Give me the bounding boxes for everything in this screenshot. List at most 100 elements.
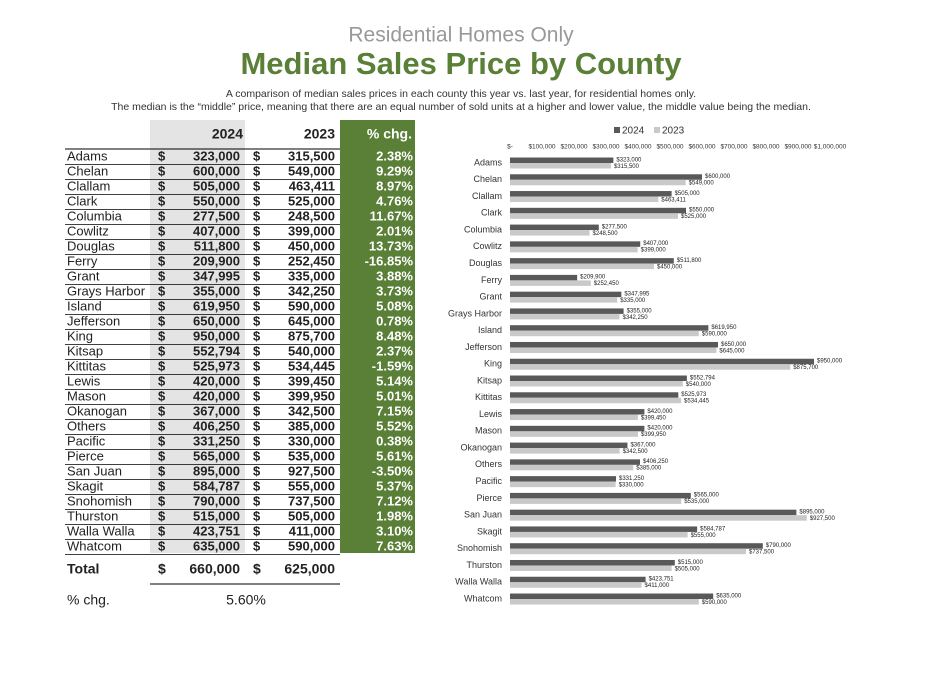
bar <box>510 392 679 398</box>
value-label: $590,000 <box>702 332 728 338</box>
price-2023: 525,000 <box>288 193 335 208</box>
value-label: $331,250 <box>619 476 645 482</box>
price-2023: 590,000 <box>288 538 335 553</box>
currency: $ <box>158 508 166 523</box>
county-name: Mason <box>67 388 106 403</box>
county-name: Grant <box>67 268 100 283</box>
legend-swatch <box>654 127 660 133</box>
currency: $ <box>158 238 166 253</box>
bar <box>510 224 599 231</box>
bar <box>510 358 814 365</box>
currency: $ <box>253 418 261 433</box>
value-label: $367,000 <box>630 442 656 448</box>
price-2024: 565,000 <box>193 448 240 463</box>
bar <box>510 179 686 186</box>
currency: $ <box>158 163 166 178</box>
currency: $ <box>158 418 166 433</box>
category-label: Mason <box>475 426 502 436</box>
price-2024: 600,000 <box>193 163 240 178</box>
value-label: $584,787 <box>700 526 726 532</box>
value-label: $342,500 <box>623 449 649 455</box>
county-name: Kitsap <box>67 343 103 358</box>
bar <box>510 481 616 488</box>
bar <box>510 213 678 219</box>
county-name: Okanogan <box>67 403 127 418</box>
bar <box>510 330 699 337</box>
pct-change: 5.01% <box>376 388 413 403</box>
value-label: $399,950 <box>641 432 667 438</box>
bar <box>510 207 686 214</box>
currency: $ <box>158 358 166 373</box>
price-2023: 252,450 <box>288 253 335 268</box>
currency: $ <box>158 313 166 328</box>
category-label: Cowlitz <box>473 241 503 251</box>
pct-change: 4.76% <box>376 193 413 208</box>
value-label: $423,751 <box>649 577 675 583</box>
price-2023: 463,411 <box>289 178 335 193</box>
pct-change: 3.73% <box>376 283 413 298</box>
value-label: $525,973 <box>681 392 707 398</box>
value-label: $927,500 <box>810 516 836 522</box>
category-label: Kittitas <box>475 392 503 402</box>
bar <box>510 191 672 197</box>
price-2024: 895,000 <box>193 463 240 478</box>
price-2023: 555,000 <box>288 478 335 493</box>
pct-change: 0.78% <box>376 313 413 328</box>
x-tick-label: $900,000 <box>784 144 811 151</box>
pct-change: 1.98% <box>376 508 413 523</box>
bar <box>510 325 709 331</box>
price-2023: 535,000 <box>288 448 335 463</box>
bar <box>510 157 614 163</box>
value-label: $330,000 <box>619 482 645 488</box>
title: Median Sales Price by County <box>240 46 682 81</box>
price-2023: 385,000 <box>288 418 335 433</box>
price-2023: 927,500 <box>288 463 335 478</box>
pct-change: 2.38% <box>376 148 413 163</box>
category-label: Snohomish <box>457 543 502 553</box>
category-label: Douglas <box>469 258 503 268</box>
pct-change: 2.01% <box>376 223 413 238</box>
price-2023: 645,000 <box>288 313 335 328</box>
price-2024: 323,000 <box>193 148 240 163</box>
currency: $ <box>158 433 166 448</box>
subtitle: Residential Homes Only <box>348 24 574 47</box>
currency: $ <box>253 268 261 283</box>
category-label: Walla Walla <box>455 577 502 587</box>
pct-change: -3.50% <box>372 463 414 478</box>
currency: $ <box>253 148 261 163</box>
value-label: $277,500 <box>602 224 628 230</box>
value-label: $650,000 <box>721 342 747 348</box>
county-name: Walla Walla <box>67 523 135 538</box>
pct-change: 8.48% <box>376 328 413 343</box>
bar <box>510 246 638 253</box>
price-2023: 335,000 <box>288 268 335 283</box>
currency: $ <box>158 403 166 418</box>
currency: $ <box>158 561 166 577</box>
pct-change: 7.63% <box>376 538 413 553</box>
bar <box>510 498 682 504</box>
price-2024: 347,995 <box>193 268 240 283</box>
category-label: Pacific <box>475 476 502 486</box>
bar <box>510 409 645 415</box>
category-label: King <box>484 359 502 369</box>
price-2023: 399,950 <box>288 388 335 403</box>
value-label: $635,000 <box>716 593 742 599</box>
currency: $ <box>158 298 166 313</box>
category-label: Grays Harbor <box>448 308 502 318</box>
pct-change: 5.52% <box>376 418 413 433</box>
pct-change: 11.67% <box>370 208 414 223</box>
price-2024: 505,000 <box>193 178 240 193</box>
county-name: Pacific <box>67 433 106 448</box>
bar <box>510 431 638 437</box>
total-change-label: % chg. <box>67 592 110 608</box>
value-label: $420,000 <box>647 409 673 415</box>
value-label: $550,000 <box>689 208 715 214</box>
currency: $ <box>253 403 261 418</box>
price-2023: 399,450 <box>288 373 335 388</box>
currency: $ <box>253 238 261 253</box>
currency: $ <box>253 373 261 388</box>
x-tick-label: $600,000 <box>688 144 715 151</box>
currency: $ <box>253 298 261 313</box>
table: 2024 2023 % chg. Adams $323,000 $315,500 2.38%… <box>65 126 413 608</box>
pct-change: 5.37% <box>376 478 413 493</box>
